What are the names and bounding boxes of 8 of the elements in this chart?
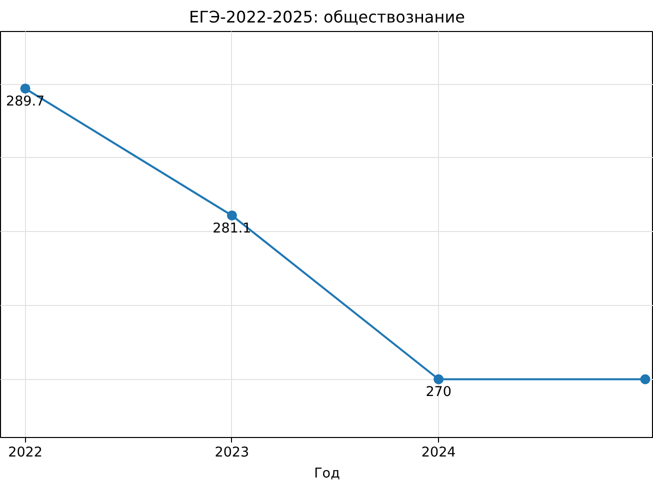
x-axis-title: Год [314,466,340,482]
chart-title: ЕГЭ-2022-2025: обществознание [189,8,465,26]
x-tick-label: 2023 [214,444,250,460]
x-tick-label: 2022 [8,444,42,460]
data-label: 281.1 [212,220,252,236]
x-tick-label: 2024 [421,444,456,460]
data-label: 289.7 [6,94,45,110]
data-label: 270 [426,384,452,400]
